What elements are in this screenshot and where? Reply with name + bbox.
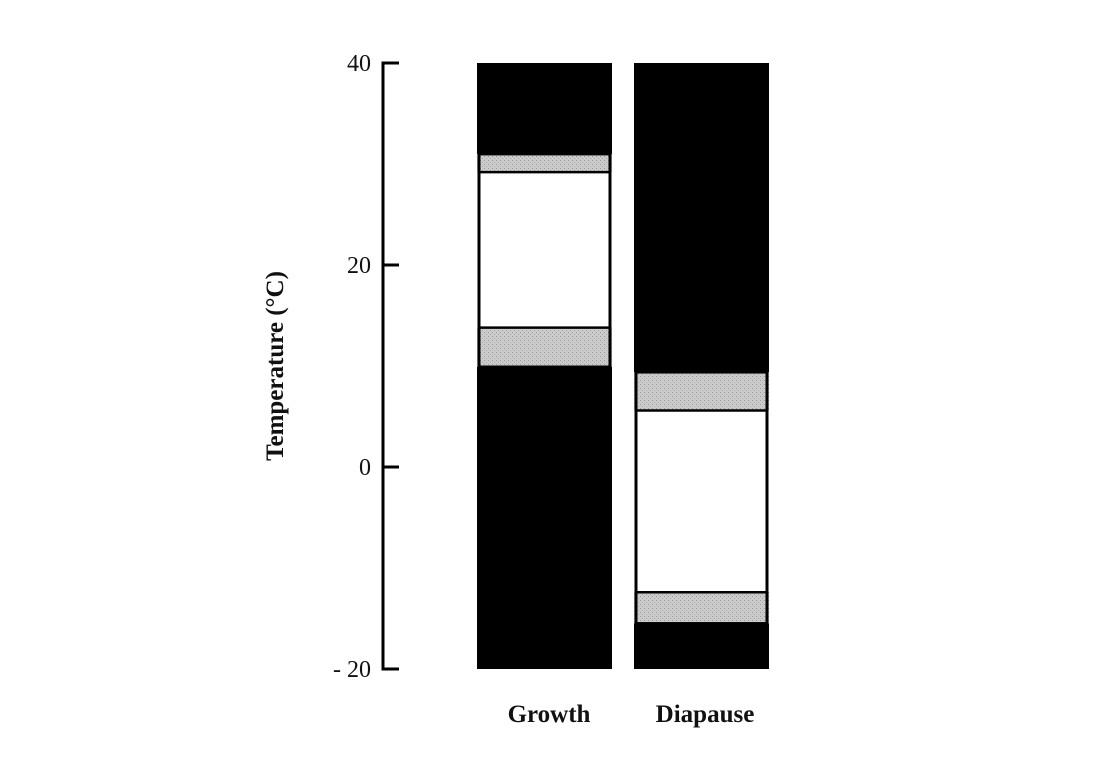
- category-label-growth: Growth: [508, 701, 591, 728]
- y-tick-label: 40: [347, 51, 371, 77]
- y-axis-label: Temperature (°C): [262, 271, 289, 461]
- bar-segment-white: [634, 410, 769, 593]
- bar-segment-black: [634, 623, 769, 669]
- bar-inner-frame: [477, 152, 612, 369]
- y-axis-ticks: 40 20 0 - 20: [333, 51, 399, 683]
- bar-segment-black: [477, 63, 612, 154]
- bar-segment-black: [634, 63, 769, 373]
- bar-growth: Growth: [477, 63, 612, 728]
- category-label-diapause: Diapause: [656, 701, 755, 728]
- bar-segment-stippled: [477, 153, 612, 173]
- bar-segment-white: [477, 172, 612, 328]
- bar-segment-stippled: [634, 372, 769, 411]
- bar-segment-stippled: [477, 327, 612, 368]
- bar-segment-stippled: [634, 592, 769, 624]
- y-tick-label: 20: [347, 253, 371, 279]
- bar-inner-frame: [634, 370, 769, 626]
- bars: Growth Diapause: [477, 63, 769, 728]
- bar-diapause: Diapause: [634, 63, 769, 728]
- bar-segment-black: [477, 367, 612, 669]
- y-tick-label: - 20: [333, 657, 371, 683]
- y-tick-label: 0: [359, 455, 371, 481]
